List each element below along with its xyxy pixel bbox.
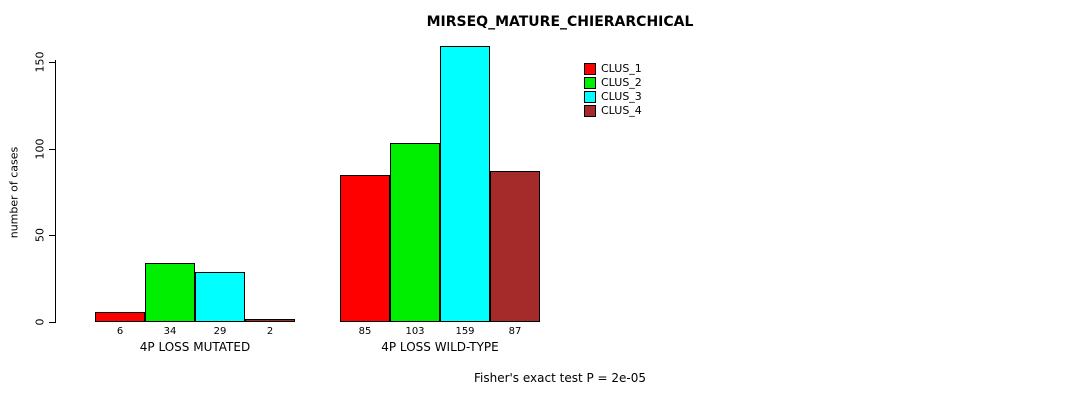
y-tick-mark bbox=[49, 322, 55, 323]
legend-item-clus_4: CLUS_4 bbox=[584, 104, 642, 117]
bar-clus_2-group1 bbox=[145, 263, 195, 322]
bar-value-label: 159 bbox=[455, 326, 475, 337]
bar-value-label: 29 bbox=[213, 326, 227, 337]
footer-annotation: Fisher's exact test P = 2e-05 bbox=[473, 371, 647, 385]
y-tick-mark bbox=[49, 62, 55, 63]
y-axis-line bbox=[55, 60, 56, 323]
y-tick-label: 0 bbox=[33, 318, 47, 326]
legend-label: CLUS_1 bbox=[601, 62, 642, 75]
y-tick-label: 100 bbox=[33, 138, 47, 160]
bar-value-label: 6 bbox=[116, 326, 124, 337]
bar-clus_4-group2 bbox=[490, 171, 540, 322]
y-tick-label: 50 bbox=[33, 228, 47, 243]
legend-swatch bbox=[584, 90, 596, 103]
legend-label: CLUS_2 bbox=[601, 76, 642, 89]
legend-item-clus_2: CLUS_2 bbox=[584, 76, 642, 89]
bar-clus_4-group1 bbox=[245, 319, 295, 322]
chart-title: MIRSEQ_MATURE_CHIERARCHICAL bbox=[426, 14, 694, 30]
y-tick-mark bbox=[49, 148, 55, 150]
y-axis-label: number of cases bbox=[7, 146, 21, 239]
legend-swatch bbox=[584, 76, 596, 89]
bar-clus_3-group2 bbox=[440, 46, 490, 322]
legend-item-clus_3: CLUS_3 bbox=[584, 90, 642, 103]
bar-value-label: 2 bbox=[266, 326, 274, 337]
chart-legend: CLUS_1 CLUS_2 CLUS_3 CLUS_4 bbox=[584, 62, 642, 118]
legend-label: CLUS_3 bbox=[601, 90, 642, 103]
bar-value-label: 87 bbox=[508, 326, 522, 337]
bar-clus_1-group1 bbox=[95, 312, 145, 322]
bar-clus_3-group1 bbox=[195, 272, 245, 322]
legend-item-clus_1: CLUS_1 bbox=[584, 62, 642, 75]
bar-clus_1-group2 bbox=[340, 175, 390, 322]
y-tick-mark bbox=[49, 235, 55, 237]
legend-swatch bbox=[584, 104, 596, 117]
y-tick-label: 150 bbox=[33, 51, 47, 73]
bar-clus_2-group2 bbox=[390, 143, 440, 322]
bar-value-label: 103 bbox=[405, 326, 425, 337]
group-label: 4P LOSS MUTATED bbox=[139, 340, 251, 354]
legend-label: CLUS_4 bbox=[601, 104, 642, 117]
group-label: 4P LOSS WILD-TYPE bbox=[381, 340, 499, 354]
bar-value-label: 85 bbox=[358, 326, 372, 337]
bar-value-label: 34 bbox=[163, 326, 177, 337]
legend-swatch bbox=[584, 62, 596, 75]
